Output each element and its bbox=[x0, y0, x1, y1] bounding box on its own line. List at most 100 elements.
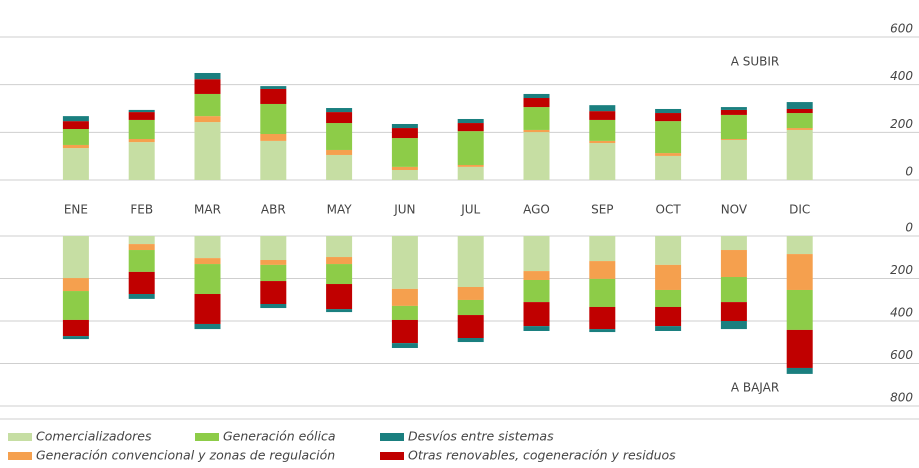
bar-segment bbox=[128, 271, 155, 295]
bar-segment bbox=[655, 121, 682, 154]
y-tick-label: 200 bbox=[890, 117, 913, 131]
bar-segment bbox=[62, 116, 89, 122]
y-tick-label: 0 bbox=[905, 165, 913, 179]
annotation: A BAJAR bbox=[731, 381, 779, 395]
bar-segment bbox=[720, 236, 747, 251]
bar-segment bbox=[786, 236, 813, 255]
bar-segment bbox=[128, 294, 155, 299]
bar-segment bbox=[720, 321, 747, 330]
bar-segment bbox=[786, 128, 813, 130]
x-tick-label: ENE bbox=[64, 203, 88, 217]
bar-segment bbox=[457, 164, 484, 167]
bar-segment bbox=[589, 329, 616, 333]
bar-segment bbox=[523, 302, 550, 327]
bar-segment bbox=[194, 264, 221, 295]
y-tick-label: 400 bbox=[890, 69, 913, 83]
bar-segment bbox=[194, 79, 221, 94]
bar-segment bbox=[720, 107, 747, 110]
bar-segment bbox=[786, 367, 813, 374]
annotation: A SUBIR bbox=[731, 55, 780, 69]
bar-segment bbox=[720, 114, 747, 140]
bar-segment bbox=[391, 123, 418, 129]
bar-segment bbox=[326, 309, 353, 313]
bar-segment bbox=[523, 236, 550, 272]
bar-segment bbox=[194, 122, 221, 180]
bar-segment bbox=[194, 294, 221, 324]
bar-segment bbox=[786, 102, 813, 109]
bar-segment bbox=[260, 134, 287, 141]
bar-segment bbox=[391, 128, 418, 139]
bar-segment bbox=[655, 108, 682, 114]
bar-segment bbox=[655, 153, 682, 156]
bar-segment bbox=[128, 236, 155, 245]
bar-segment bbox=[326, 108, 353, 113]
bar-segment bbox=[194, 236, 221, 259]
bar-segment bbox=[457, 299, 484, 316]
bar-segment bbox=[589, 306, 616, 330]
x-tick-label: OCT bbox=[656, 203, 682, 217]
bar-segment bbox=[391, 319, 418, 344]
bar-segment bbox=[128, 250, 155, 272]
bar-segment bbox=[128, 119, 155, 140]
x-tick-label: FEB bbox=[130, 203, 153, 217]
bar-segment bbox=[523, 93, 550, 99]
bar-segment bbox=[786, 113, 813, 129]
y-tick-label: 200 bbox=[890, 263, 913, 277]
bar-segment bbox=[326, 149, 353, 155]
bar-segment bbox=[720, 139, 747, 140]
bar-segment bbox=[589, 105, 616, 112]
bar-segment bbox=[720, 302, 747, 321]
legend-label: Otras renovables, cogeneración y residuo… bbox=[408, 448, 676, 463]
bar-segment bbox=[260, 103, 287, 135]
bar-segment bbox=[62, 278, 89, 292]
legend-swatch bbox=[8, 433, 32, 441]
bar-segment bbox=[391, 305, 418, 320]
bar-segment bbox=[62, 121, 89, 129]
bar-segment bbox=[194, 93, 221, 117]
bar-segment bbox=[326, 284, 353, 310]
bar-segment bbox=[128, 139, 155, 143]
bar-segment bbox=[194, 258, 221, 265]
legend-label: Generación eólica bbox=[223, 429, 336, 444]
bar-segment bbox=[720, 109, 747, 115]
y-tick-label: 0 bbox=[905, 221, 913, 235]
bar-segment bbox=[260, 260, 287, 265]
legend-swatch bbox=[8, 452, 32, 460]
bar-segment bbox=[326, 236, 353, 258]
bar-segment bbox=[720, 277, 747, 303]
legend-swatch bbox=[380, 452, 404, 460]
bar-segment bbox=[62, 291, 89, 320]
bar-segment bbox=[457, 338, 484, 343]
bar-segment bbox=[655, 289, 682, 307]
bar-segment bbox=[260, 236, 287, 261]
bar-segment bbox=[128, 244, 155, 251]
bar-segment bbox=[589, 261, 616, 279]
bar-segment bbox=[720, 250, 747, 278]
x-tick-label: NOV bbox=[721, 203, 748, 217]
bar-segment bbox=[786, 129, 813, 180]
bar-segment bbox=[194, 72, 221, 80]
bar-segment bbox=[128, 142, 155, 180]
bar-segment bbox=[326, 112, 353, 124]
bar-segment bbox=[786, 329, 813, 368]
bar-segment bbox=[589, 143, 616, 180]
y-tick-label: 800 bbox=[890, 391, 913, 405]
bar-segment bbox=[457, 123, 484, 132]
y-tick-label: 600 bbox=[890, 22, 913, 36]
bar-segment bbox=[655, 326, 682, 331]
bar-segment bbox=[523, 98, 550, 108]
x-tick-label: JUN bbox=[393, 203, 415, 217]
bar-segment bbox=[260, 281, 287, 304]
bar-segment bbox=[326, 123, 353, 150]
legend-label: Desvíos entre sistemas bbox=[408, 429, 554, 444]
bar-segment bbox=[260, 88, 287, 104]
legend-label: Comercializadores bbox=[36, 429, 152, 444]
bar-segment bbox=[62, 144, 89, 149]
x-tick-label: AGO bbox=[523, 203, 550, 217]
bar-segment bbox=[786, 108, 813, 114]
bar-segment bbox=[391, 236, 418, 289]
bar-segment bbox=[589, 119, 616, 141]
y-tick-label: 600 bbox=[890, 348, 913, 362]
bar-segment bbox=[326, 264, 353, 285]
